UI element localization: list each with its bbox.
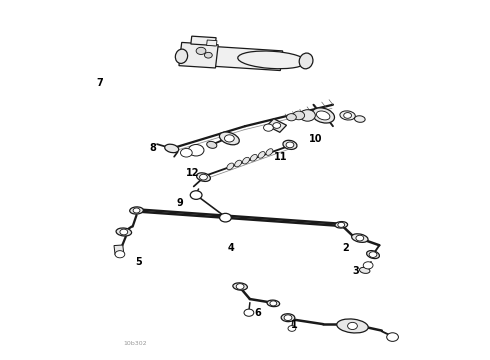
Circle shape — [264, 124, 273, 131]
Ellipse shape — [238, 51, 306, 69]
Ellipse shape — [266, 149, 273, 156]
Circle shape — [287, 114, 296, 121]
Circle shape — [363, 262, 373, 269]
Ellipse shape — [165, 144, 179, 153]
Circle shape — [293, 111, 305, 120]
Ellipse shape — [317, 111, 330, 120]
Ellipse shape — [299, 53, 313, 69]
Ellipse shape — [207, 141, 217, 148]
Ellipse shape — [116, 228, 132, 236]
Circle shape — [199, 174, 207, 180]
Bar — [267, 119, 287, 132]
Ellipse shape — [175, 49, 188, 63]
Circle shape — [115, 251, 125, 258]
Circle shape — [347, 322, 357, 329]
Circle shape — [369, 252, 377, 257]
Ellipse shape — [130, 207, 144, 214]
Circle shape — [188, 144, 204, 156]
Text: 12: 12 — [186, 168, 200, 178]
Circle shape — [356, 235, 364, 241]
Bar — [114, 245, 124, 255]
Text: 1: 1 — [292, 320, 298, 330]
Circle shape — [204, 52, 212, 58]
Circle shape — [196, 47, 206, 54]
Ellipse shape — [243, 157, 249, 164]
Ellipse shape — [354, 116, 365, 122]
Ellipse shape — [258, 152, 265, 158]
Ellipse shape — [267, 300, 280, 307]
Circle shape — [273, 123, 281, 129]
Text: 11: 11 — [274, 152, 288, 162]
Circle shape — [224, 135, 234, 142]
Ellipse shape — [281, 314, 295, 322]
Circle shape — [244, 309, 254, 316]
Ellipse shape — [335, 222, 347, 228]
Text: 7: 7 — [96, 78, 103, 88]
Ellipse shape — [235, 160, 242, 167]
Ellipse shape — [227, 163, 234, 170]
Text: 4: 4 — [228, 243, 235, 253]
Circle shape — [190, 191, 202, 199]
Ellipse shape — [220, 132, 239, 145]
Bar — [191, 36, 216, 46]
Circle shape — [180, 148, 192, 157]
Text: 5: 5 — [135, 257, 142, 267]
Bar — [197, 46, 283, 71]
Text: 2: 2 — [343, 243, 349, 253]
Ellipse shape — [337, 319, 368, 333]
Ellipse shape — [233, 283, 247, 290]
Text: 6: 6 — [255, 308, 262, 318]
Circle shape — [236, 284, 244, 289]
Circle shape — [220, 213, 231, 222]
Ellipse shape — [250, 154, 257, 161]
Circle shape — [338, 222, 344, 227]
Text: 10: 10 — [309, 134, 322, 144]
Circle shape — [133, 208, 140, 213]
Circle shape — [286, 142, 294, 148]
Text: 8: 8 — [150, 143, 157, 153]
Circle shape — [270, 301, 277, 306]
Circle shape — [120, 229, 128, 235]
Text: 9: 9 — [176, 198, 183, 208]
Text: 3: 3 — [352, 266, 359, 276]
Ellipse shape — [367, 251, 379, 258]
Bar — [179, 42, 218, 68]
Circle shape — [343, 113, 351, 118]
Ellipse shape — [283, 140, 297, 149]
Ellipse shape — [196, 173, 210, 181]
Bar — [207, 40, 217, 46]
Circle shape — [288, 325, 296, 331]
Text: 10b302: 10b302 — [123, 341, 147, 346]
Ellipse shape — [360, 267, 370, 273]
Circle shape — [300, 110, 316, 121]
Ellipse shape — [352, 234, 368, 242]
Ellipse shape — [340, 111, 355, 120]
Circle shape — [284, 315, 292, 320]
Ellipse shape — [312, 108, 335, 123]
Circle shape — [387, 333, 398, 341]
